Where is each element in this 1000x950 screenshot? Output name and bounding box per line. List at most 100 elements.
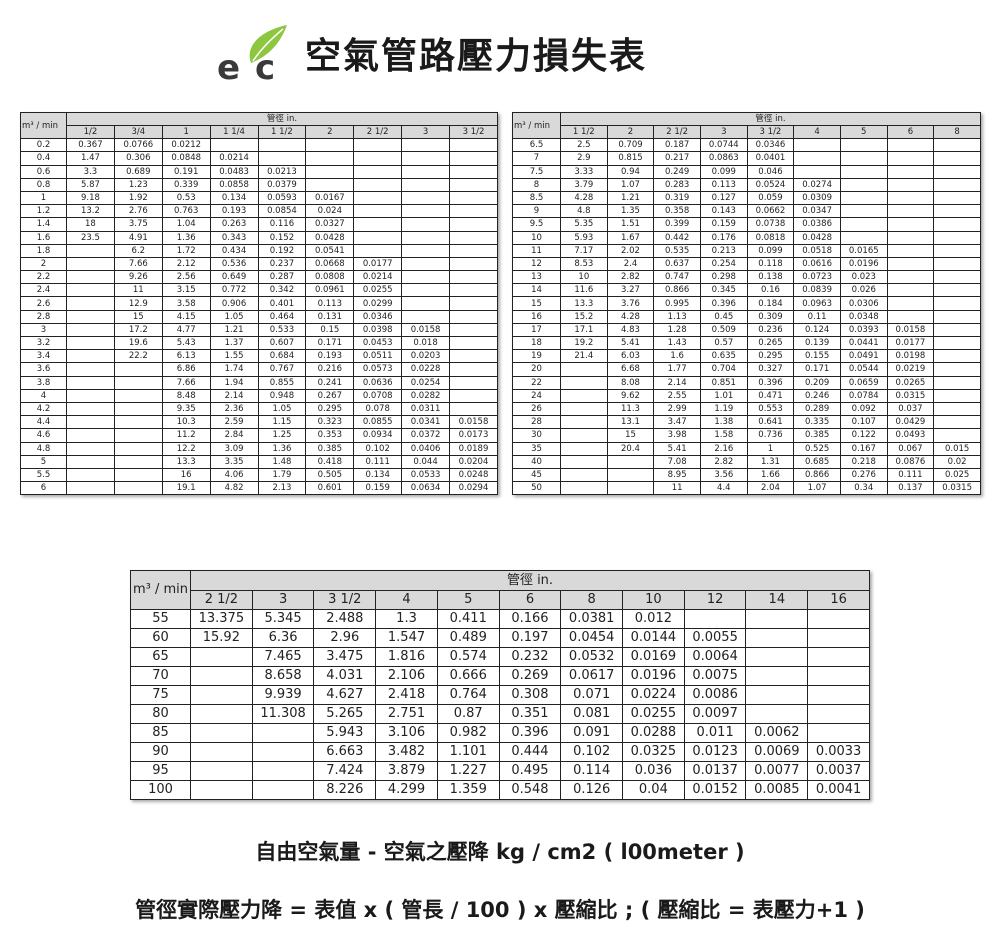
pressure-loss-cell: 0.0274 <box>793 177 841 192</box>
pressure-loss-cell: 0.267 <box>305 388 355 403</box>
pressure-loss-cell <box>353 243 403 258</box>
flow-rate-cell: 14 <box>512 283 561 298</box>
pressure-loss-cell <box>839 190 888 206</box>
pressure-loss-cell: 5.345 <box>251 609 315 629</box>
pressure-loss-cell: 4.82 <box>209 481 259 496</box>
pressure-loss-cell: 0.0228 <box>401 362 450 377</box>
pressure-loss-cell: 0.081 <box>560 704 624 724</box>
pressure-loss-cell: 0.024 <box>305 204 355 219</box>
pressure-loss-cell: 0.0616 <box>793 256 841 272</box>
svg-text:e: e <box>217 48 240 85</box>
pressure-loss-cell <box>745 685 809 705</box>
pressure-loss-cell: 0.704 <box>699 362 748 377</box>
pressure-loss-cell: 0.855 <box>257 375 307 390</box>
flow-rate-cell: 35 <box>512 441 561 456</box>
pressure-loss-cell: 0.114 <box>560 761 624 781</box>
pressure-loss-cell <box>449 349 498 364</box>
flow-rate-cell: 0.4 <box>20 151 67 166</box>
flow-rate-cell: 45 <box>512 467 561 483</box>
pressure-loss-cell <box>66 428 115 443</box>
pressure-loss-cell: 0.0327 <box>305 217 355 232</box>
pressure-loss-cell: 0.635 <box>699 349 748 364</box>
pressure-loss-cell: 0.298 <box>699 270 748 285</box>
pressure-loss-cell: 0.0294 <box>449 481 498 496</box>
pressure-loss-cell <box>113 481 163 496</box>
flow-rate-cell: 2.2 <box>20 270 67 285</box>
table-row: 4.4 10.3 2.59 1.15 0.323 0.0855 0.0341 0.0158 <box>20 415 498 430</box>
pressure-loss-cell <box>449 362 498 377</box>
pressure-loss-cell <box>66 481 115 496</box>
flow-rate-cell: 8.5 <box>512 190 561 206</box>
pressure-loss-cell: 3.35 <box>209 454 259 469</box>
pressure-loss-cell <box>251 761 315 781</box>
pressure-loss-cell: 0.218 <box>839 454 888 469</box>
note-unit-description: 自由空氣量 - 空氣之壓降 kg / cm2 ( l00meter ) <box>255 840 745 864</box>
table-row: 3.8 7.66 1.94 0.855 0.241 0.0636 0.0254 <box>20 375 498 390</box>
table-row: 55 13.375 5.345 2.488 1.3 0.411 0.166 0.0381 0.0… <box>130 609 870 629</box>
pressure-loss-cell <box>251 780 315 800</box>
pressure-loss-cell: 2.99 <box>653 401 701 417</box>
pressure-loss-cell: 0.0659 <box>839 375 888 390</box>
pressure-loss-cell <box>933 309 981 324</box>
pressure-loss-cell: 0.399 <box>653 217 701 232</box>
pressure-loss-cell: 0.0593 <box>257 190 307 206</box>
table-row: 6.5 2.5 0.709 0.187 0.0744 0.0346 <box>512 138 981 153</box>
pressure-loss-cell <box>745 647 809 667</box>
pressure-loss-cell: 0.385 <box>793 428 841 443</box>
pressure-loss-cell: 2.9 <box>560 151 608 166</box>
pressure-loss-cell: 3.47 <box>653 415 701 430</box>
pressure-loss-cell <box>606 481 655 496</box>
pressure-loss-cell: 1.92 <box>113 190 163 206</box>
pressure-loss-cell: 0.0491 <box>839 349 888 364</box>
pressure-loss-cell: 0.396 <box>498 723 562 743</box>
pressure-loss-cell: 0.0055 <box>683 628 747 648</box>
pressure-loss-cell <box>401 296 450 311</box>
pressure-loss-cell: 1.07 <box>793 481 841 496</box>
pressure-loss-cell <box>190 685 253 705</box>
pressure-loss-cell: 0.249 <box>653 164 701 179</box>
pressure-loss-cell <box>449 270 498 285</box>
pressure-loss-cell: 0.02 <box>933 454 981 469</box>
pressure-loss-cell: 0.0617 <box>560 666 624 686</box>
pressure-loss-cell <box>257 151 307 166</box>
pressure-loss-cell <box>113 362 163 377</box>
pressure-loss-cell: 0.0429 <box>886 415 935 430</box>
pressure-loss-table-1: m³ / min 管徑 in. 1/2 3/4 1 1 1/4 1 1/2 2 2 1/2 3 3 … <box>20 111 498 496</box>
pressure-loss-cell <box>933 138 981 153</box>
pressure-loss-cell <box>66 296 115 311</box>
pressure-loss-cell: 20.4 <box>606 441 655 456</box>
pressure-loss-cell: 4.8 <box>560 204 608 219</box>
pressure-loss-cell: 0.078 <box>353 401 403 417</box>
pressure-loss-cell: 0.131 <box>305 309 355 324</box>
pressure-loss-cell <box>886 164 935 179</box>
pressure-loss-cell: 1.43 <box>653 335 701 351</box>
pressure-loss-cell: 0.45 <box>699 309 748 324</box>
pressure-loss-cell: 0.0265 <box>886 375 935 390</box>
pressure-loss-cell: 4.28 <box>560 190 608 206</box>
pressure-loss-cell: 0.401 <box>257 296 307 311</box>
pressure-loss-cell <box>560 401 608 417</box>
pressure-loss-cell <box>113 454 163 469</box>
pressure-loss-cell: 0.709 <box>606 138 655 153</box>
pressure-loss-cell: 0.358 <box>653 204 701 219</box>
pressure-loss-cell: 2.488 <box>313 609 377 629</box>
pressure-loss-cell: 0.0315 <box>933 481 981 496</box>
pressure-loss-cell: 0.025 <box>933 467 981 483</box>
pressure-loss-cell: 0.0454 <box>560 628 624 648</box>
pressure-loss-cell: 0.0177 <box>886 335 935 351</box>
pressure-loss-cell: 13.375 <box>190 609 253 629</box>
column-header: 3 <box>251 590 315 610</box>
table-row: 2.2 9.26 2.56 0.649 0.287 0.0808 0.0214 <box>20 270 498 285</box>
pressure-loss-cell: 5.41 <box>606 335 655 351</box>
pressure-loss-cell: 0.411 <box>436 609 500 629</box>
pressure-loss-cell <box>933 401 981 417</box>
pressure-loss-cell <box>401 217 450 232</box>
flow-rate-cell: 50 <box>512 481 561 496</box>
pressure-loss-cell: 2.14 <box>653 375 701 390</box>
flow-rate-cell: 4.4 <box>20 415 67 430</box>
pressure-loss-cell: 0.495 <box>498 761 562 781</box>
pressure-loss-cell: 0.0288 <box>622 723 685 743</box>
pressure-loss-cell: 0.0346 <box>746 138 795 153</box>
pressure-loss-cell: 1.21 <box>209 322 259 338</box>
pressure-loss-cell: 0.607 <box>257 335 307 351</box>
